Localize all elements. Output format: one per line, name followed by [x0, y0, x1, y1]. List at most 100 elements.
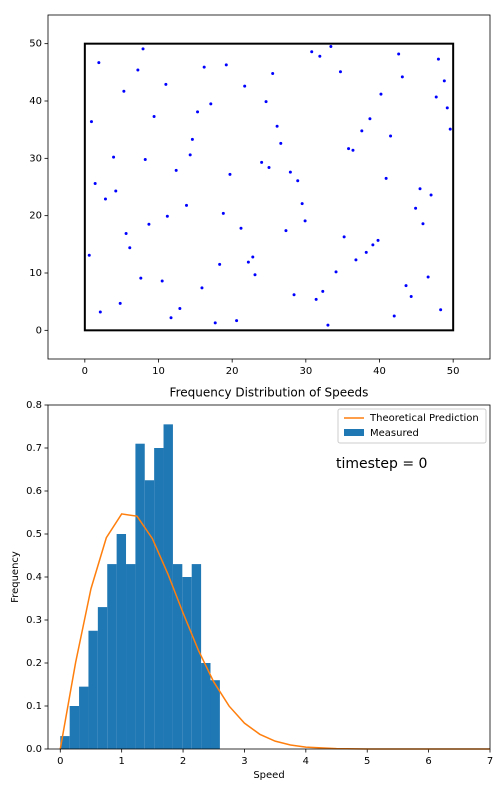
particle — [188, 153, 192, 157]
particle — [160, 279, 164, 283]
particle — [251, 255, 255, 259]
particle — [87, 253, 91, 257]
x-tick-label: 4 — [303, 756, 309, 767]
y-tick-label: 0.1 — [26, 701, 42, 712]
particle — [354, 258, 358, 262]
particle — [397, 52, 401, 56]
particle — [136, 68, 140, 72]
x-tick-label: 10 — [152, 366, 165, 377]
particle — [445, 106, 449, 110]
bar — [163, 424, 173, 749]
particle — [184, 203, 188, 207]
y-tick-label: 20 — [29, 211, 42, 222]
x-tick-label: 6 — [425, 756, 431, 767]
particle — [147, 222, 151, 226]
particle — [338, 70, 342, 74]
x-tick-label: 1 — [118, 756, 124, 767]
y-tick-label: 0.2 — [26, 658, 42, 669]
particle — [202, 65, 206, 69]
particle — [209, 102, 213, 106]
theory-curve — [59, 513, 490, 750]
y-tick-label: 50 — [29, 39, 42, 50]
particle — [442, 79, 446, 83]
bar — [79, 686, 89, 749]
particle — [98, 310, 102, 314]
particle — [235, 319, 239, 323]
particle — [196, 110, 200, 114]
particle — [314, 297, 318, 301]
particle — [239, 226, 243, 230]
bar — [144, 480, 155, 749]
particle — [124, 231, 128, 235]
annotation: timestep = 0 — [336, 456, 427, 472]
axes-frame — [47, 14, 491, 360]
particle — [122, 89, 126, 93]
bar — [126, 564, 136, 749]
bar — [154, 448, 164, 749]
y-tick-label: 30 — [29, 153, 42, 164]
particle — [351, 148, 355, 152]
axes-frame — [47, 404, 491, 750]
y-tick-label: 0.7 — [26, 443, 42, 454]
particle — [439, 308, 443, 312]
particle — [342, 235, 346, 239]
particle — [300, 202, 304, 206]
particle — [271, 71, 275, 75]
particle — [260, 160, 264, 164]
particle — [310, 50, 314, 54]
y-tick-label: 0.5 — [26, 529, 42, 540]
bar — [182, 577, 192, 749]
legend-box — [337, 408, 487, 444]
particle — [326, 323, 330, 327]
bar — [201, 663, 211, 749]
particle — [414, 206, 418, 210]
bar — [60, 736, 70, 749]
particle — [190, 137, 194, 141]
particle — [246, 260, 250, 264]
particle — [165, 214, 169, 218]
particle — [404, 284, 408, 288]
particle — [360, 129, 364, 133]
particle — [347, 147, 351, 151]
particle — [303, 219, 307, 223]
particle — [426, 275, 430, 279]
particle — [178, 307, 182, 311]
legend-patch — [344, 429, 364, 436]
particle — [89, 120, 93, 124]
x-tick-label: 50 — [447, 366, 460, 377]
particle — [379, 92, 383, 96]
particle — [139, 276, 143, 280]
particle — [389, 134, 393, 138]
y-tick-label: 0 — [36, 325, 42, 336]
legend-label: Measured — [370, 428, 419, 439]
x-tick-label: 40 — [373, 366, 386, 377]
bar — [69, 706, 80, 749]
particle — [224, 63, 228, 67]
y-axis-label: Frequency — [10, 551, 21, 603]
bar — [88, 630, 98, 749]
x-tick-label: 7 — [487, 756, 493, 767]
x-tick-label: 30 — [299, 366, 312, 377]
particle — [213, 321, 217, 325]
particle — [334, 270, 338, 274]
particle — [243, 84, 247, 88]
particle — [321, 289, 325, 293]
particle — [112, 155, 116, 159]
particle — [200, 286, 204, 290]
x-tick-label: 3 — [241, 756, 247, 767]
particle — [448, 127, 452, 131]
chart-title: Frequency Distribution of Speeds — [170, 386, 369, 400]
particle — [409, 295, 413, 299]
particle — [329, 45, 333, 49]
y-tick-label: 0.6 — [26, 486, 42, 497]
particle — [429, 193, 433, 197]
bar — [172, 564, 183, 749]
particle — [400, 75, 404, 79]
bar — [191, 564, 202, 749]
y-tick-label: 40 — [29, 96, 42, 107]
particle — [103, 197, 107, 201]
legend-label: Theoretical Prediction — [369, 413, 479, 424]
x-tick-label: 0 — [82, 366, 88, 377]
particle — [392, 314, 396, 318]
particle — [436, 57, 440, 61]
